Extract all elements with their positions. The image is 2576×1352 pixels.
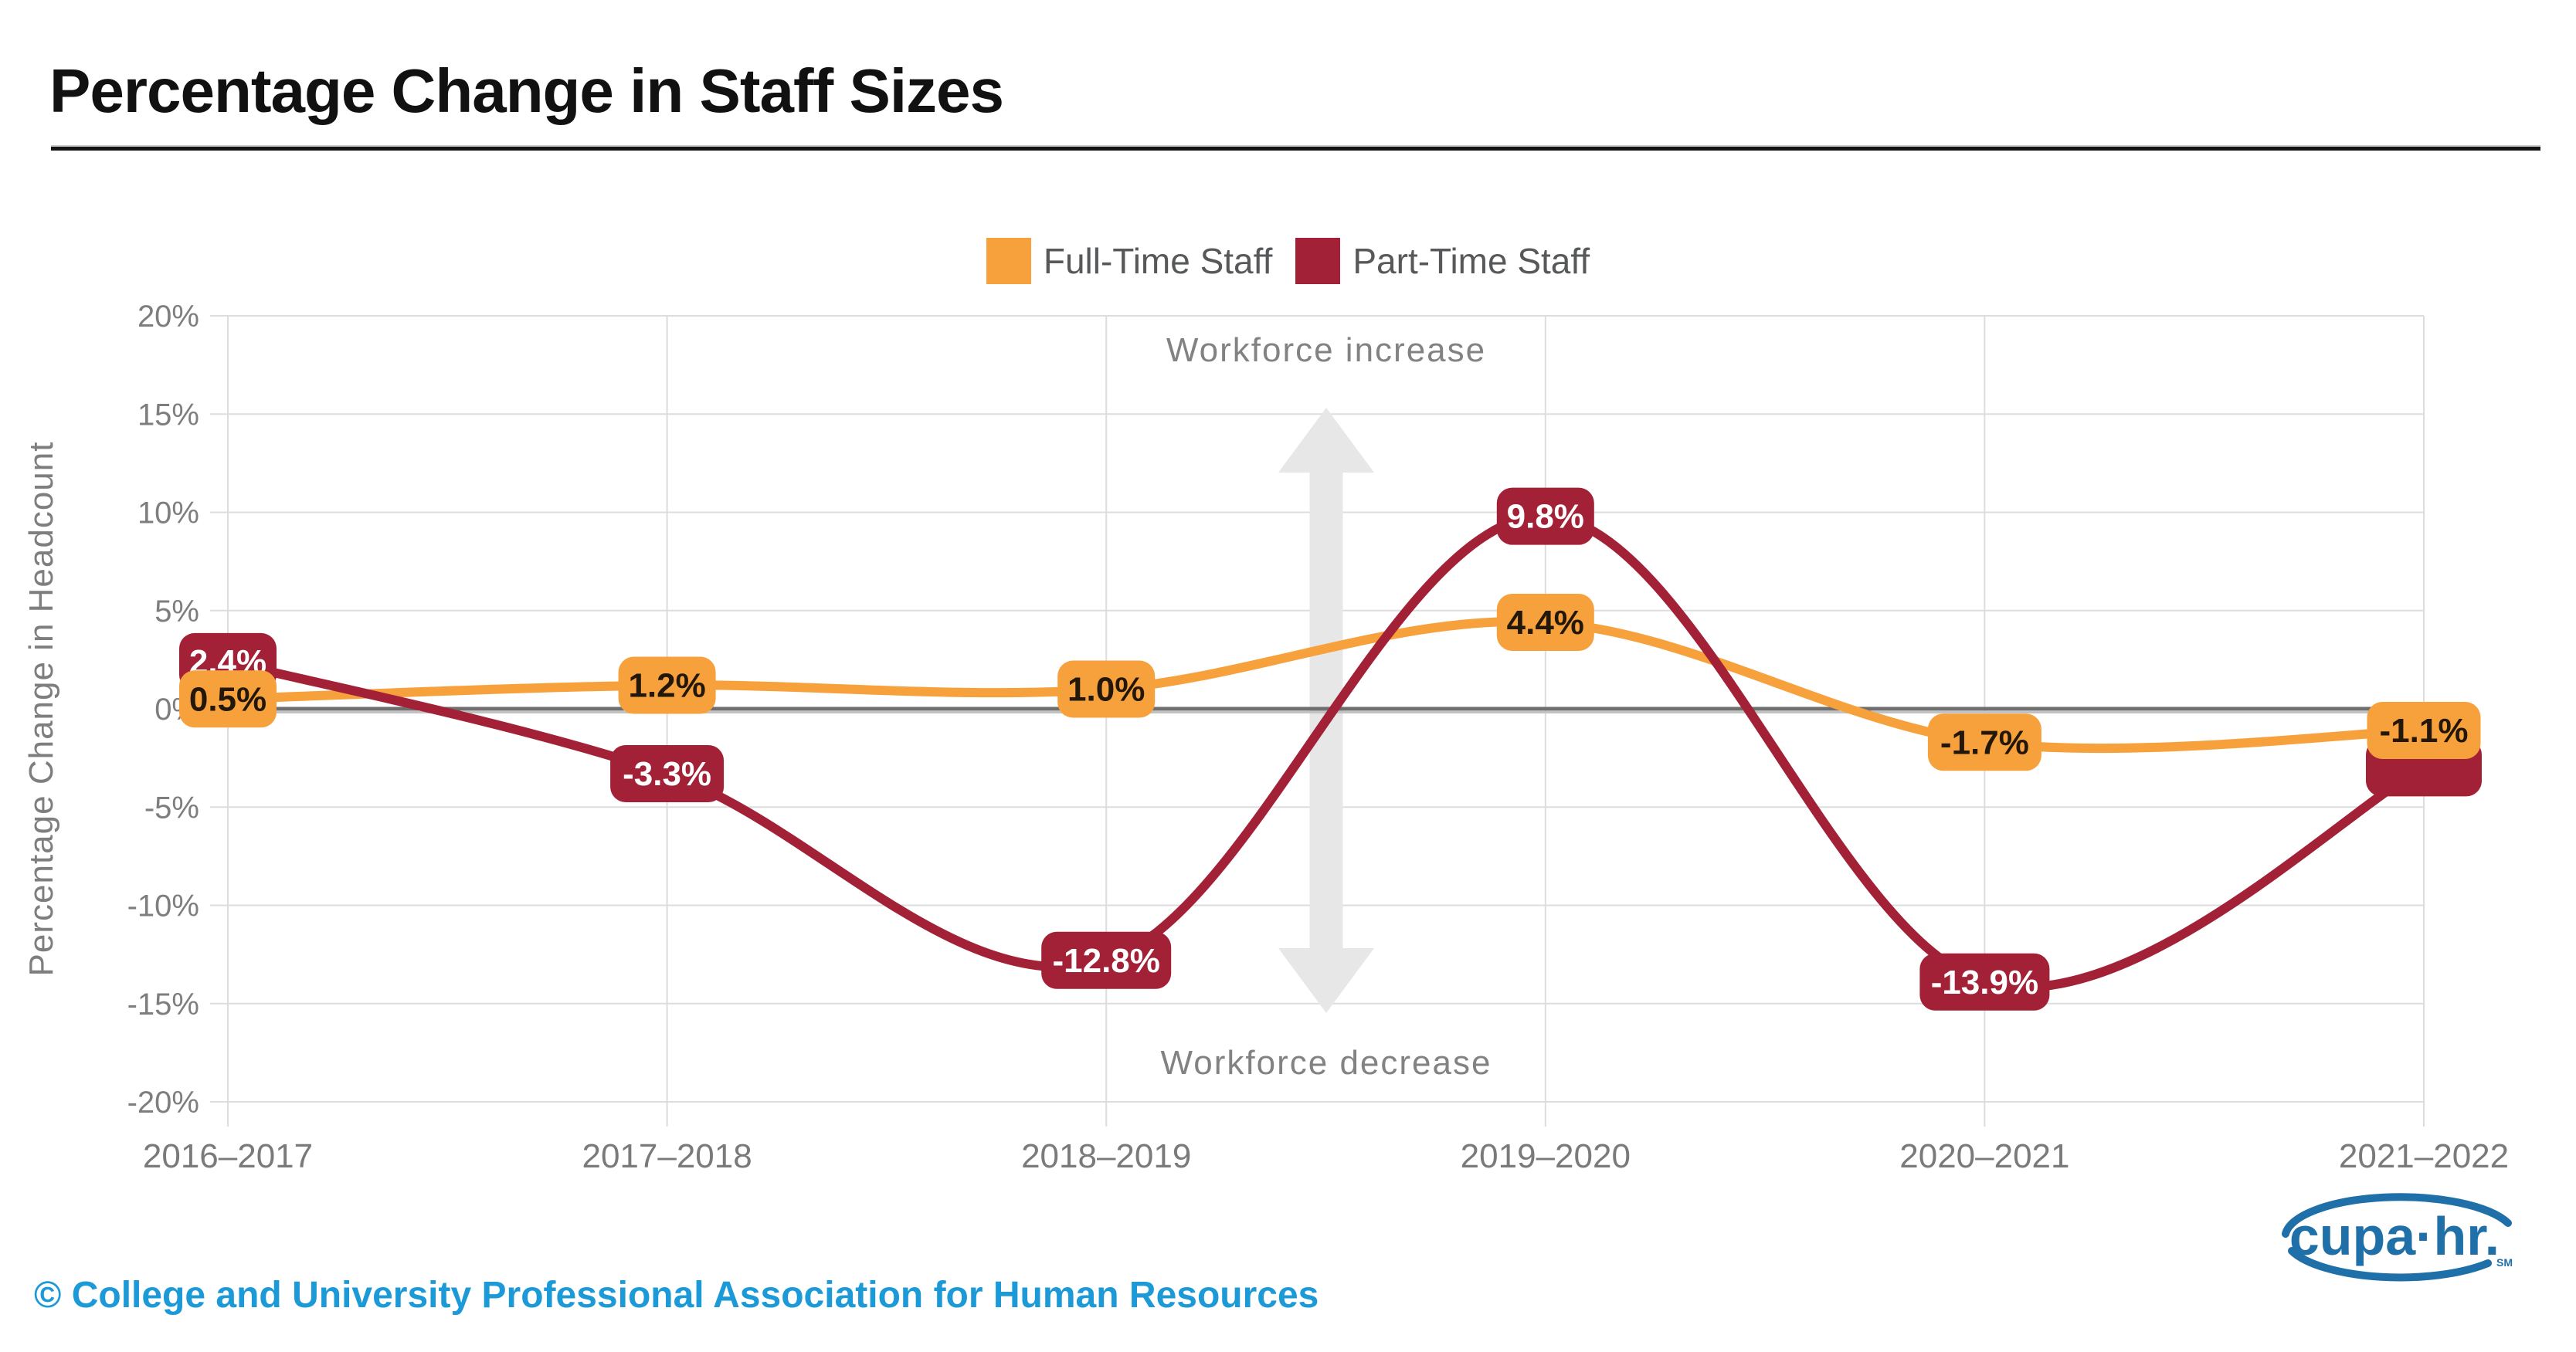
logo-mark: SM <box>2496 1256 2513 1269</box>
full-time-staff-label-1-bg <box>618 656 716 714</box>
full-time-staff-label-5-bg <box>2367 701 2481 759</box>
part-time-staff-label-4-text: -13.9% <box>1931 964 2038 1001</box>
y-tick-label: -20% <box>127 1086 199 1120</box>
full-time-staff-label-2-text: 1.0% <box>1067 671 1145 709</box>
y-tick-label: 20% <box>137 300 199 334</box>
part-time-staff-label-2: -12.8% <box>1041 931 1172 989</box>
y-tick-label: 5% <box>154 595 199 629</box>
y-tick-label: 15% <box>137 398 199 432</box>
x-tick-label: 2019–2020 <box>1461 1137 1631 1175</box>
y-tick-label: 10% <box>137 496 199 530</box>
logo-swoosh-bottom-icon <box>2288 1247 2492 1282</box>
full-time-staff-line <box>223 617 2428 754</box>
full-time-staff-label-3: 4.4% <box>1496 594 1594 652</box>
legend-item-part-time: Part-Time Staff <box>1295 238 1590 284</box>
part-time-staff-label-3-text: 9.8% <box>1507 498 1584 536</box>
x-tick-label: 2021–2022 <box>2339 1137 2509 1175</box>
part-time-staff-label-4: -13.9% <box>1919 953 2050 1011</box>
y-tick-label: -5% <box>144 791 199 825</box>
full-time-staff-label-2: 1.0% <box>1057 660 1156 718</box>
logo-text: cupa·hr. <box>2289 1206 2500 1266</box>
legend-item-full-time: Full-Time Staff <box>986 238 1273 284</box>
x-tick-label: 2017–2018 <box>582 1137 752 1175</box>
part-time-staff-label-3: 9.8% <box>1496 487 1594 545</box>
full-time-staff-label-0: 0.5% <box>179 670 277 728</box>
part-time-staff-label-1-bg <box>610 744 725 802</box>
legend-swatch-part-time <box>1295 238 1341 284</box>
x-tick-label: 2016–2017 <box>143 1137 313 1175</box>
part-time-staff-label-4-bg <box>1919 953 2050 1011</box>
full-time-staff-label-4-bg <box>1927 713 2041 771</box>
full-time-staff-label-1: 1.2% <box>618 656 716 714</box>
x-tick-label: 2020–2021 <box>1899 1137 2069 1175</box>
x-tick-label: 2018–2019 <box>1021 1137 1191 1175</box>
y-grid: 20%15%10%5%0%-5%-10%-15%-20% <box>127 300 2424 1120</box>
full-time-staff-label-5: -1.1% <box>2367 701 2481 759</box>
y-axis-title: Percentage Change in Headcount <box>22 442 60 977</box>
part-time-staff-label-3-bg <box>1496 487 1594 545</box>
full-time-staff-label-4-text: -1.7% <box>1940 723 2029 761</box>
logo-swoosh-top-icon <box>2282 1193 2512 1238</box>
part-time-staff-label-1-text: -3.3% <box>623 755 711 793</box>
legend-label-part-time: Part-Time Staff <box>1352 241 1590 281</box>
y-tick-label: -10% <box>127 889 199 923</box>
part-time-staff-label-2-bg <box>1041 931 1172 989</box>
full-time-staff-label-3-bg <box>1496 594 1594 652</box>
page-title: Percentage Change in Staff Sizes <box>49 56 1004 125</box>
full-time-staff-label-5-text: -1.1% <box>2380 712 2469 750</box>
chart-legend: Full-Time Staff Part-Time Staff <box>0 238 2576 284</box>
full-time-staff-label-0-bg <box>179 670 277 728</box>
full-time-staff-label-3-text: 4.4% <box>1507 604 1584 642</box>
y-tick-label: -15% <box>127 988 199 1022</box>
annotation-increase: Workforce increase <box>1166 331 1486 369</box>
legend-swatch-full-time <box>986 238 1031 284</box>
full-time-staff-label-1-text: 1.2% <box>628 666 705 704</box>
copyright-text: © College and University Professional As… <box>34 1275 1319 1316</box>
annotation-decrease: Workforce decrease <box>1161 1044 1492 1082</box>
cupa-hr-logo: cupa·hr. SM <box>2282 1193 2513 1282</box>
part-time-staff-label-1: -3.3% <box>610 744 725 802</box>
full-time-staff-label-4: -1.7% <box>1927 713 2041 771</box>
full-time-staff-label-0-text: 0.5% <box>189 680 266 718</box>
title-divider <box>51 145 2540 151</box>
full-time-staff-label-2-bg <box>1057 660 1156 718</box>
part-time-staff-label-2-text: -12.8% <box>1052 942 1159 980</box>
legend-label-full-time: Full-Time Staff <box>1043 241 1273 281</box>
